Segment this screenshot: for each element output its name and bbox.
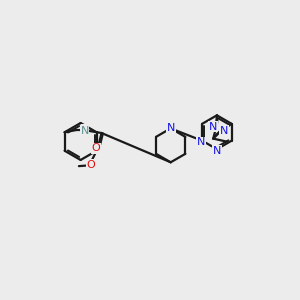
Text: N: N — [80, 126, 89, 136]
Text: N: N — [220, 125, 228, 136]
Text: H: H — [82, 125, 89, 134]
Text: N: N — [213, 146, 221, 156]
Text: N: N — [209, 122, 218, 131]
Text: N: N — [167, 123, 175, 133]
Text: O: O — [92, 143, 100, 153]
Text: O: O — [87, 160, 96, 170]
Text: N: N — [196, 137, 205, 147]
